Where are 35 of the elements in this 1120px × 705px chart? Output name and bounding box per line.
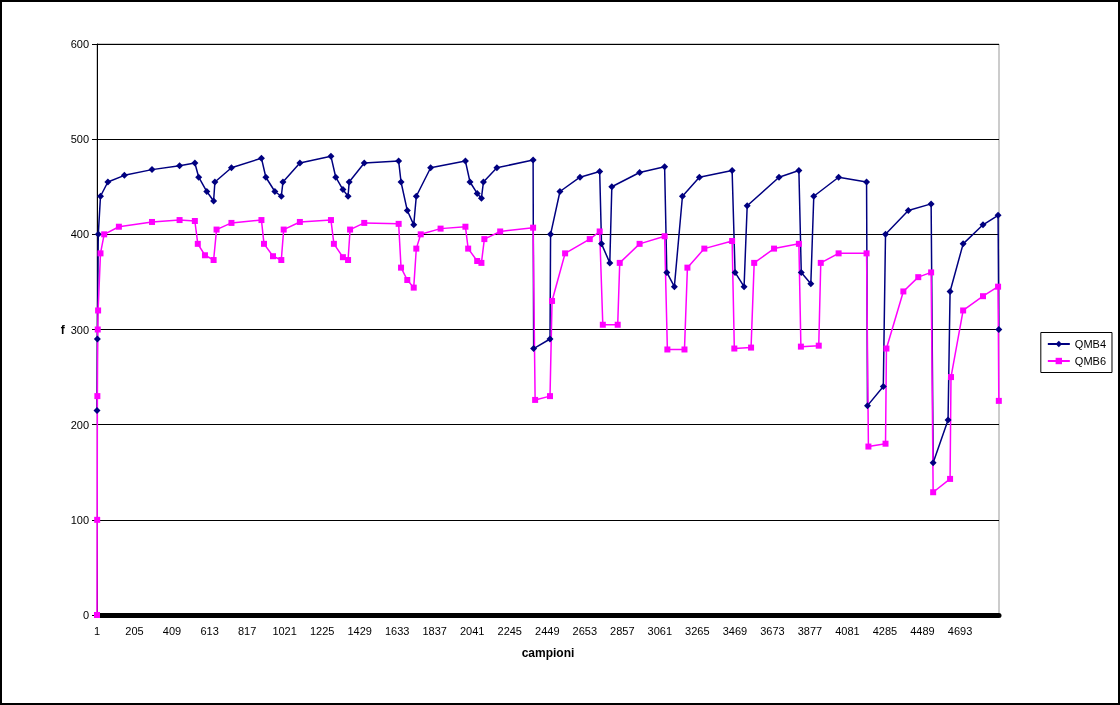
x-tick-label: 3673 xyxy=(760,624,785,637)
x-tick-label: 4693 xyxy=(947,624,973,637)
x-tick-label: 817 xyxy=(237,624,257,637)
y-tick-label: 100 xyxy=(70,513,89,526)
x-tick-label: 1837 xyxy=(422,624,447,637)
x-tick-label: 2449 xyxy=(535,624,560,637)
y-tick-label: 500 xyxy=(70,133,89,146)
x-tick-label: 1 xyxy=(93,624,101,637)
x-tick-label: 2245 xyxy=(497,624,522,637)
x-tick-label: 613 xyxy=(200,624,219,637)
x-tick-label: 1633 xyxy=(384,624,410,637)
x-tick-label: 4081 xyxy=(835,624,860,637)
x-tick-label: 3061 xyxy=(647,624,673,637)
x-tick-label: 205 xyxy=(125,624,144,637)
y-tick-label: 200 xyxy=(70,418,89,431)
x-tick-label: 1429 xyxy=(347,624,372,637)
y-tick-label: 300 xyxy=(70,323,89,336)
x-tick-label: 4489 xyxy=(910,624,935,637)
x-tick-label: 409 xyxy=(162,624,182,637)
x-tick-label: 3469 xyxy=(722,624,748,637)
y-tick-label: 0 xyxy=(82,609,89,621)
y-tick-label: 600 xyxy=(70,38,89,50)
x-tick-label: 3877 xyxy=(797,624,823,637)
x-tick-label: 4285 xyxy=(872,624,898,637)
y-tick-label: 400 xyxy=(70,228,89,241)
legend-label: QMB6 xyxy=(1074,355,1107,367)
x-axis-title: campioni xyxy=(521,646,575,660)
x-tick-label: 1021 xyxy=(272,624,297,637)
legend-label: QMB4 xyxy=(1074,338,1107,350)
y-axis-title: f xyxy=(60,322,66,337)
x-tick-label: 3265 xyxy=(685,624,710,637)
x-tick-label: 2041 xyxy=(459,624,485,637)
x-tick-label: 2653 xyxy=(572,624,598,637)
x-tick-label: 1225 xyxy=(309,624,335,637)
x-tick-label: 2857 xyxy=(610,624,635,637)
